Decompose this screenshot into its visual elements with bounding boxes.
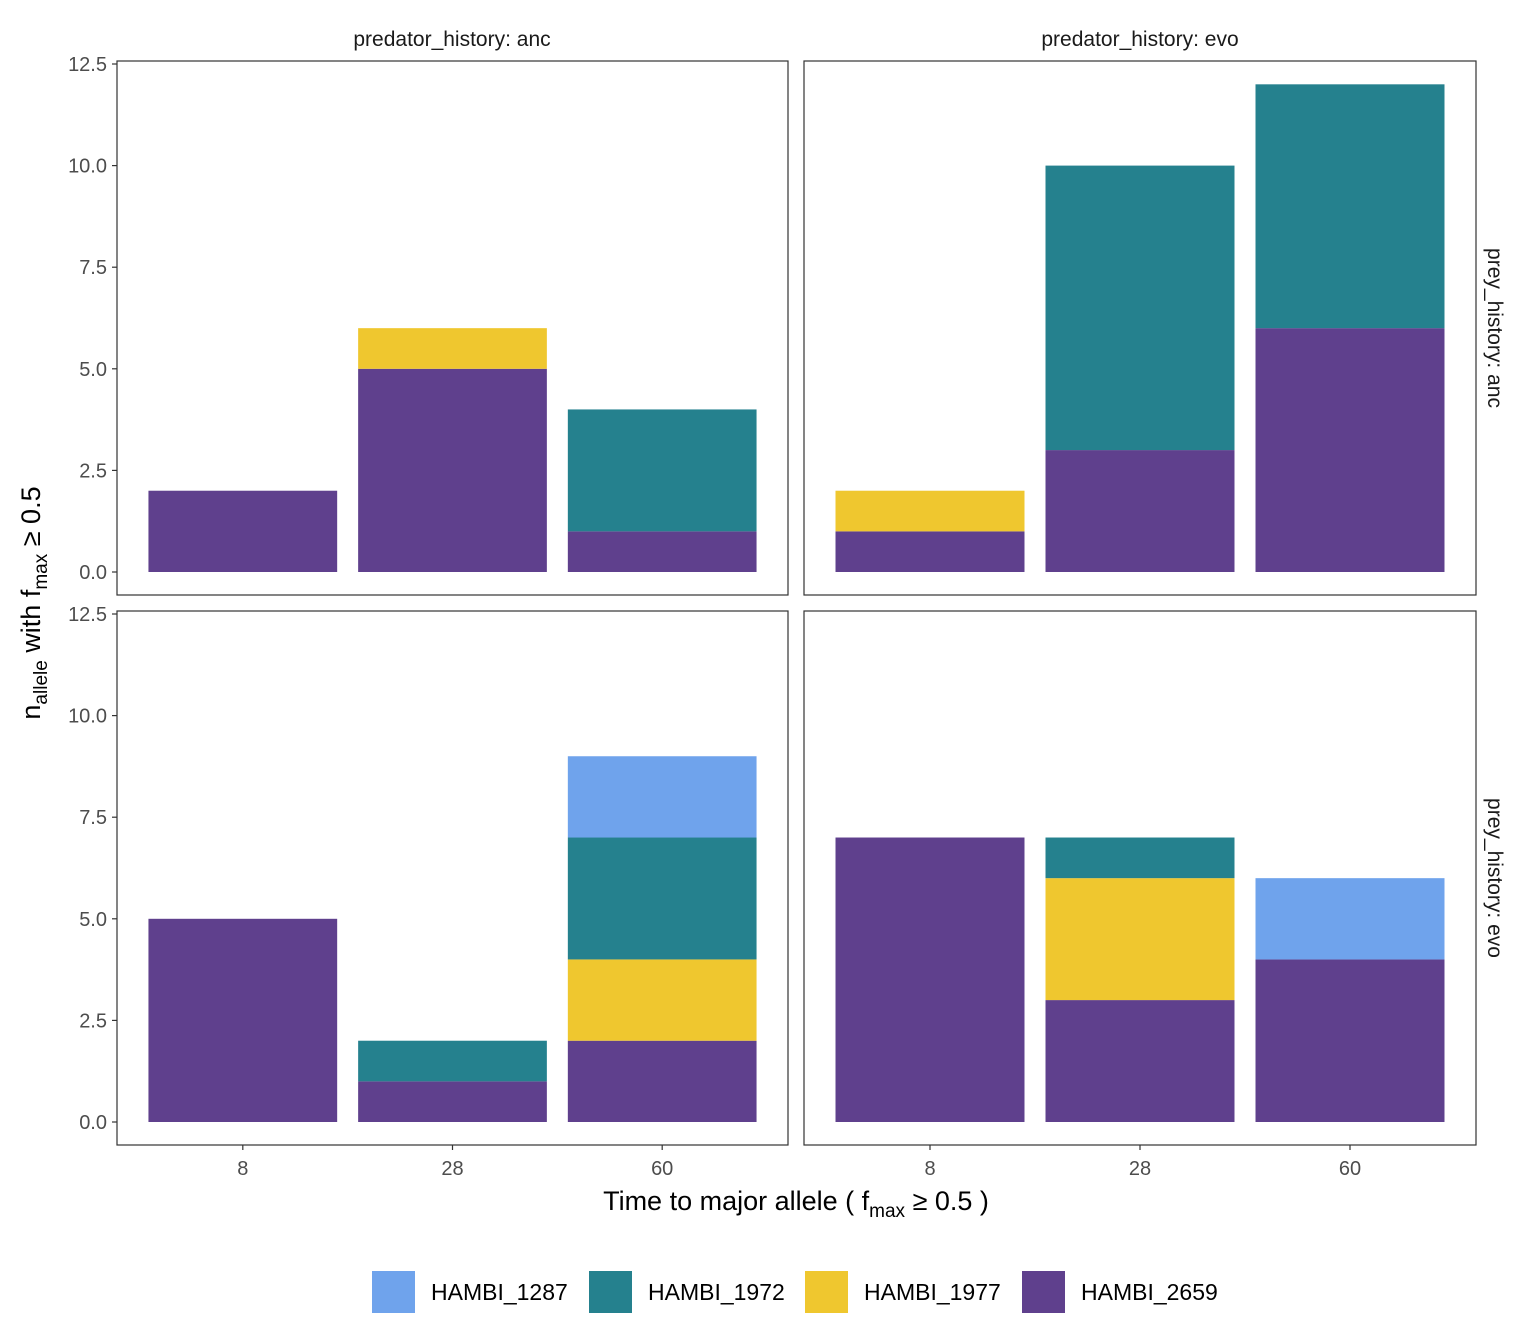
bar-HAMBI_2659-28 [358, 1081, 547, 1122]
y-tick-label: 12.5 [68, 54, 107, 76]
bar-HAMBI_2659-60 [567, 531, 757, 572]
x-axis-title-main: Time to major allele ( f [603, 1186, 870, 1216]
y-axis-title-sub2: max [31, 553, 52, 589]
y-axis-title-sub1: allele [31, 660, 52, 704]
y-tick-label: 0.0 [79, 562, 107, 584]
y-tick-label: 5.0 [79, 359, 107, 381]
panel-r0-c1 [803, 60, 1477, 596]
panel-r0-c0: 0.0 2.5 5.0 7.5 10.0 12.5 [68, 54, 789, 596]
y-tick-label: 7.5 [79, 257, 107, 279]
x-tick-label: 8 [924, 1158, 935, 1180]
bar-HAMBI_1287-60 [567, 756, 757, 838]
bar-HAMBI_2659-60 [1255, 328, 1445, 572]
bar-HAMBI_1972-60 [1255, 84, 1445, 329]
y-tick-label: 7.5 [79, 807, 107, 829]
legend-swatch [1022, 1271, 1065, 1313]
y-tick-label: 2.5 [79, 1010, 107, 1032]
panel-border [116, 60, 789, 596]
bar-HAMBI_1972-60 [567, 837, 757, 960]
bar-HAMBI_1972-28 [1045, 165, 1235, 451]
bar-HAMBI_2659-8 [835, 531, 1025, 572]
bar-HAMBI_2659-60 [1255, 959, 1445, 1122]
legend-swatch [589, 1271, 632, 1313]
legend-item-HAMBI_1287: HAMBI_1287 [372, 1271, 568, 1313]
x-axis-title: Time to major allele ( fmax ≥ 0.5 ) [603, 1186, 989, 1222]
x-tick-label: 60 [1339, 1158, 1361, 1180]
bar-HAMBI_2659-8 [835, 837, 1025, 1122]
bar-HAMBI_2659-8 [148, 918, 338, 1122]
y-tick-label: 10.0 [68, 156, 107, 178]
legend: HAMBI_1287 HAMBI_1972 HAMBI_1977 HAMBI_2659 [372, 1271, 1218, 1313]
row-strip-anc: prey_history: anc [1483, 248, 1506, 408]
x-axis-title-rest: ≥ 0.5 ) [905, 1186, 989, 1216]
bar-HAMBI_2659-28 [1045, 450, 1235, 572]
x-tick-label: 8 [237, 1158, 248, 1180]
y-tick-label: 5.0 [79, 909, 107, 931]
col-strip-evo: predator_history: evo [1041, 28, 1238, 51]
legend-label: HAMBI_1287 [431, 1279, 568, 1305]
y-tick-label: 10.0 [68, 706, 107, 728]
y-axis-title-main: n [16, 705, 46, 720]
bar-HAMBI_1972-28 [358, 1040, 547, 1082]
panel-r1-c0: 0.0 2.5 5.0 7.5 10.0 12.5 8 28 60 [68, 604, 789, 1180]
legend-item-HAMBI_1977: HAMBI_1977 [805, 1271, 1001, 1313]
y-tick-label: 2.5 [79, 460, 107, 482]
legend-label: HAMBI_1972 [648, 1279, 785, 1305]
y-axis-title-rest: ≥ 0.5 [16, 486, 46, 553]
x-tick-label: 28 [441, 1158, 463, 1180]
legend-swatch [805, 1271, 848, 1313]
bar-HAMBI_2659-28 [358, 368, 547, 572]
bar-HAMBI_1977-28 [1045, 878, 1235, 1001]
legend-item-HAMBI_1972: HAMBI_1972 [589, 1271, 785, 1313]
bar-HAMBI_2659-60 [567, 1040, 757, 1122]
x-tick-label: 60 [651, 1158, 673, 1180]
bar-HAMBI_1972-28 [1045, 837, 1235, 879]
bar-HAMBI_1977-60 [567, 959, 757, 1041]
x-tick-label: 28 [1129, 1158, 1151, 1180]
legend-label: HAMBI_2659 [1081, 1279, 1218, 1305]
y-tick-label: 12.5 [68, 604, 107, 626]
y-axis-title-mid: with f [16, 589, 46, 660]
bar-HAMBI_1972-60 [567, 409, 757, 532]
bar-HAMBI_1977-28 [358, 328, 547, 369]
panel-r1-c1: 8 28 60 [803, 610, 1477, 1180]
x-axis-title-sub: max [869, 1201, 905, 1222]
panels-group: 0.0 2.5 5.0 7.5 10.0 12.5 0.0 2.5 5.0 7.5 10.0 12.5… [68, 54, 1477, 1180]
y-axis-title: nallele with fmax ≥ 0.5 [16, 486, 52, 719]
bar-HAMBI_2659-8 [148, 490, 338, 572]
y-tick-label: 0.0 [79, 1112, 107, 1134]
bar-HAMBI_1977-8 [835, 490, 1025, 532]
legend-swatch [372, 1271, 415, 1313]
col-strip-anc: predator_history: anc [353, 28, 550, 51]
legend-item-HAMBI_2659: HAMBI_2659 [1022, 1271, 1218, 1313]
row-strip-evo: prey_history: evo [1483, 798, 1506, 958]
panel-border [803, 60, 1477, 596]
bar-HAMBI_1287-60 [1255, 878, 1445, 960]
bar-HAMBI_2659-28 [1045, 1000, 1235, 1122]
legend-label: HAMBI_1977 [864, 1279, 1001, 1305]
